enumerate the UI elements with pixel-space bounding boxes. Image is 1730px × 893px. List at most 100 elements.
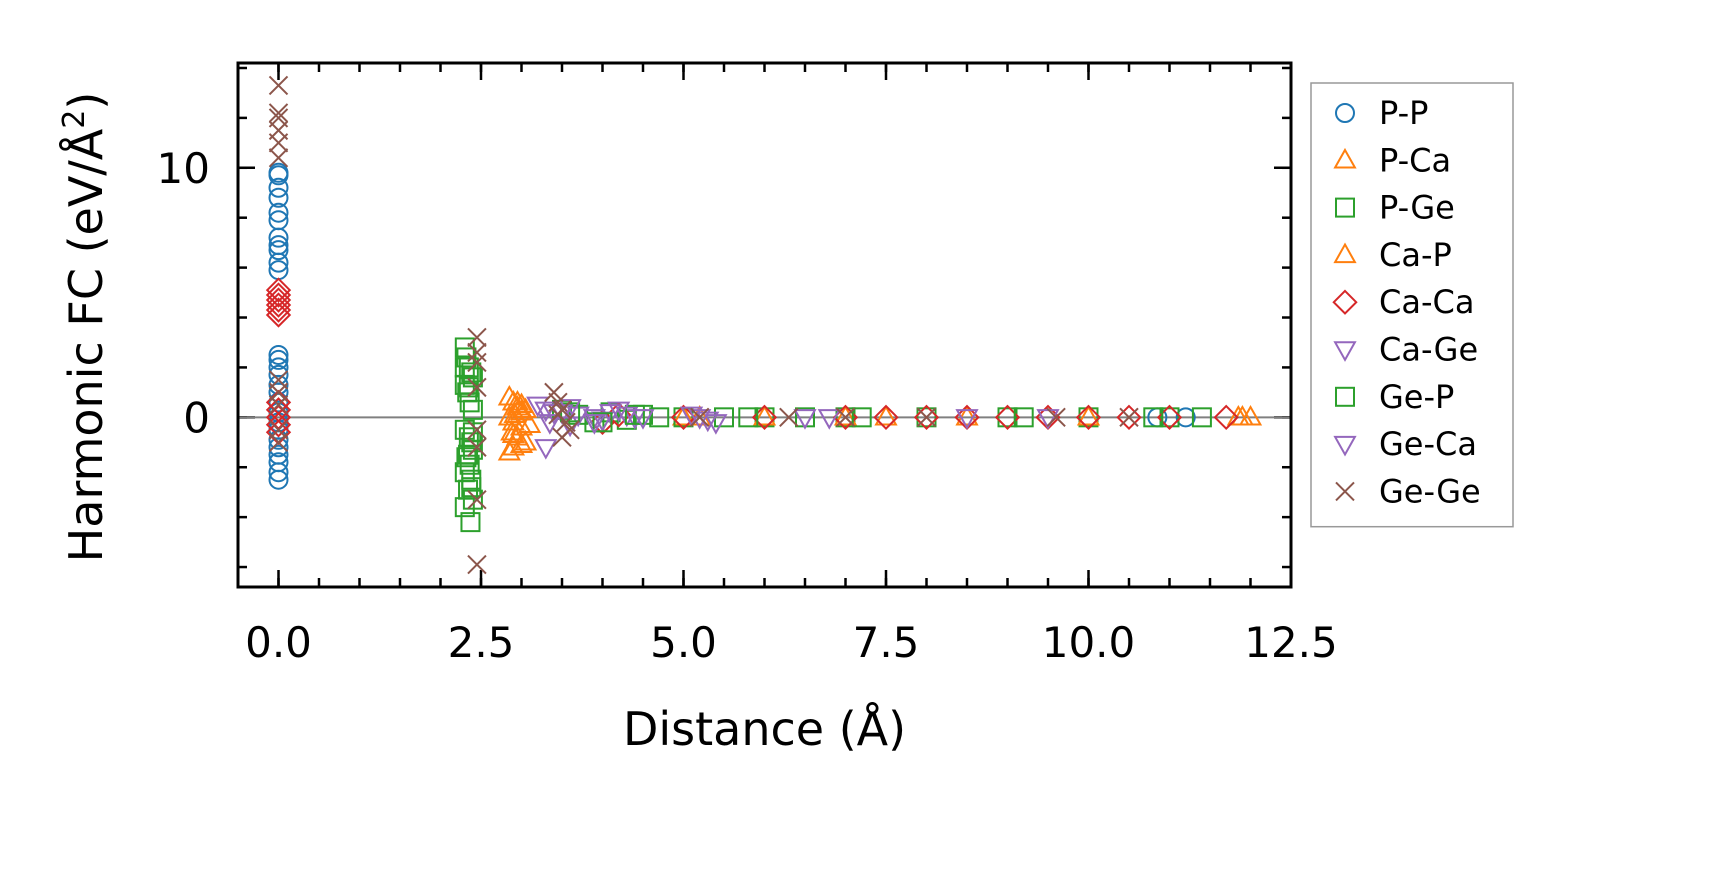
y-axis-label-close: ) (59, 92, 113, 110)
legend-label: Ca-P (1379, 236, 1452, 274)
data-point (582, 414, 607, 435)
data-point (955, 404, 979, 426)
legend-marker (1333, 341, 1357, 362)
data-point (265, 277, 292, 303)
data-point (268, 227, 289, 248)
legend-item: P-P (1335, 94, 1428, 132)
data-point (462, 399, 483, 420)
data-point (679, 406, 704, 428)
data-point (955, 409, 979, 430)
data-point (851, 407, 872, 428)
data-point (467, 437, 487, 457)
data-point (1046, 407, 1066, 428)
tick-labels: 0.0 2.5 5.0 7.5 10.0 12.5 0 10 (157, 144, 1338, 667)
data-point (467, 554, 487, 575)
data-point (526, 396, 550, 418)
data-point (268, 395, 289, 415)
data-point (265, 297, 292, 323)
data-point (592, 412, 613, 433)
data-point (268, 344, 289, 365)
legend-marker (1335, 103, 1355, 123)
data-point (268, 165, 289, 186)
data-point (607, 401, 631, 423)
data-point (649, 407, 670, 428)
data-point (268, 75, 289, 96)
legend-label: Ca-Ge (1379, 331, 1478, 369)
legend-label: P-P (1379, 94, 1428, 132)
data-point (916, 407, 937, 428)
data-point (793, 409, 817, 430)
series-ca-p (501, 389, 1250, 453)
data-point (456, 447, 477, 468)
data-point (913, 404, 940, 430)
data-point (265, 287, 292, 313)
data-point (1013, 407, 1034, 428)
legend: P-P P-Ca P-Ge Ca-P Ca-Ca Ca-Ge Ge-P Ge-Ca Ge-Ge (1310, 82, 1514, 528)
data-point (534, 439, 558, 460)
data-point (513, 429, 538, 451)
data-point (454, 497, 475, 518)
data-point (505, 389, 530, 411)
data-point (873, 404, 899, 430)
series-ge-ge (268, 75, 1139, 575)
data-point (467, 377, 487, 398)
legend-marker (1335, 386, 1355, 407)
data-point (458, 444, 479, 465)
data-point (517, 412, 542, 434)
data-point (462, 422, 483, 443)
data-point (467, 489, 487, 510)
legend-label: Ge-Ca (1379, 425, 1477, 463)
legend-item: Ge-Ge (1335, 472, 1481, 510)
series-p-ca (497, 384, 1263, 461)
y-axis-label: Harmonic FC (eV/Å2) (57, 92, 113, 563)
data-point (509, 392, 534, 414)
legend-marker (1335, 481, 1355, 502)
data-point (1119, 407, 1139, 428)
y-tick-label: 10 (157, 144, 210, 193)
data-point (268, 469, 289, 490)
x-tick-label: 7.5 (853, 618, 920, 667)
data-point (268, 202, 289, 223)
data-point (501, 422, 526, 443)
data-point (461, 477, 482, 498)
data-point (738, 407, 759, 428)
data-point (460, 512, 481, 533)
x-tick-label: 5.0 (650, 618, 717, 667)
series-ca-ca (265, 277, 1239, 445)
data-point (497, 439, 521, 461)
legend-label: Ge-P (1379, 378, 1454, 416)
x-axis-label: Distance (Å) (623, 702, 906, 756)
legend-item: P-Ge (1335, 189, 1455, 227)
data-point (467, 342, 487, 363)
data-point (265, 302, 292, 328)
legend-item: Ge-P (1335, 378, 1454, 416)
legend-item: Ca-P (1333, 236, 1452, 274)
data-point (265, 292, 292, 318)
y-tick-label: 0 (183, 393, 210, 442)
x-tick-label: 0.0 (245, 618, 312, 667)
data-point (1175, 407, 1196, 428)
legend-item: Ca-Ge (1333, 331, 1478, 369)
data-point (509, 399, 534, 421)
data-point (1075, 404, 1102, 430)
data-points (265, 75, 1263, 575)
legend-marker (1333, 435, 1357, 457)
data-point (779, 407, 799, 428)
data-point (268, 437, 289, 458)
data-point (268, 133, 289, 153)
y-axis-label-main: Harmonic FC (eV/Å (59, 128, 113, 562)
data-point (544, 382, 564, 403)
legend-item: P-Ca (1333, 141, 1451, 179)
data-point (689, 407, 710, 428)
legend-label: Ca-Ca (1379, 283, 1474, 321)
data-point (833, 404, 858, 426)
legend-marker (1333, 242, 1357, 264)
data-point (1226, 404, 1250, 426)
data-point (1238, 404, 1263, 426)
data-point (1191, 407, 1212, 428)
legend-item: Ca-Ca (1332, 283, 1474, 321)
data-point (688, 404, 712, 426)
data-point (265, 282, 292, 308)
data-point (582, 409, 607, 430)
